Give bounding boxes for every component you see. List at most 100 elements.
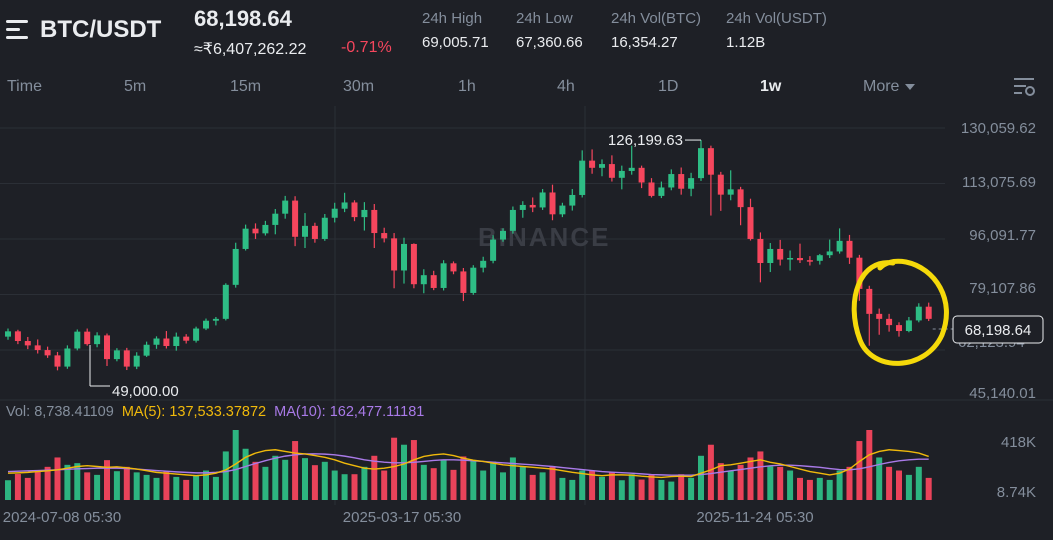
volume-bar [549,466,556,500]
candle-body [321,217,328,239]
candle-body [886,318,893,326]
candle-body [401,243,407,271]
candle-body [678,174,685,189]
volume-bar [806,479,813,500]
candle-body [797,258,803,261]
candle-body [311,225,318,239]
candle-body [925,306,932,319]
volume-bar [94,474,101,500]
candle-body [331,208,338,218]
volume-bar [311,465,318,500]
volume-bar [34,470,41,500]
volume-bar [430,468,437,500]
volume-bar [242,448,249,500]
price-axis-label: 113,075.69 [962,174,1036,191]
tab-4h[interactable]: 4h [557,78,575,95]
volume-bar [777,466,784,500]
volume-bar [54,457,61,500]
time-axis-label: 2025-11-24 05:30 [696,509,813,526]
tab-1h[interactable]: 1h [458,78,476,95]
candle-body [203,320,209,329]
candle-body [371,209,378,234]
candle-body [658,187,665,196]
volume-bar [698,455,704,500]
stat-24h-vol-usdt-value: 1.12B [726,34,766,51]
volume-bar [440,459,447,500]
chart-settings-icon[interactable] [1012,76,1038,98]
volume-bar [846,466,853,500]
time-axis-label: 2024-07-08 05:30 [3,509,121,526]
volume-bar [173,476,180,500]
volume-bar [866,430,873,500]
volume-bar [460,456,467,500]
candle-body [767,248,774,263]
volume-bar [232,430,239,500]
candle-body [747,207,754,239]
tab-more[interactable]: More [863,78,916,96]
candle-body [143,344,150,356]
candle-body [628,167,635,171]
volume-bar [133,472,140,500]
candle-body [826,251,833,256]
volume-bar [608,472,615,500]
tab-5m[interactable]: 5m [124,78,147,95]
price-axis-label: 79,107.86 [969,280,1036,297]
candle-body [648,182,655,196]
stat-24h-low-value: 67,360.66 [516,34,583,51]
candle-body [44,350,51,356]
tab-15m[interactable]: 15m [230,78,262,95]
stat-24h-high-label: 24h High [422,10,483,27]
volume-bar [707,444,714,500]
menu-icon[interactable] [6,20,30,40]
volume-bar [579,470,586,500]
volume-bar [272,455,279,500]
volume-bar [559,477,566,500]
volume-bar [123,466,130,500]
stat-24h-vol-usdt-label: 24h Vol(USDT) [726,10,827,27]
volume-bar [351,474,358,500]
volume-legend-ma5: MA(5): 137,533.37872 [121,404,267,420]
volume-bar [480,470,487,500]
volume-bar [757,451,764,500]
candle-body [569,194,576,206]
tab-more-label: More [863,78,900,95]
candle-body [153,338,160,345]
ma5-line [7,449,929,479]
volume-bar [183,479,190,500]
tab-1w[interactable]: 1w [760,78,782,95]
candle-body [351,202,358,218]
candle-body [302,225,308,237]
candle-body [94,335,101,345]
tab-1d[interactable]: 1D [658,78,679,95]
candle-body [866,288,873,314]
volume-bar [509,457,516,500]
candle-body [737,189,744,208]
volume-bar [905,474,912,500]
volume-bar [599,476,605,500]
candle-body [480,260,487,268]
pair-title[interactable]: BTC/USDT [40,16,162,43]
volume-bar [797,477,803,500]
header: BTC/USDT 68,198.64 ≈₹6,407,262.22 -0.71%… [0,0,1053,66]
candle-body [292,200,299,237]
tab-30m[interactable]: 30m [343,78,375,95]
candle-body [212,318,219,321]
candle-body [757,238,764,263]
volume-bar [193,474,200,500]
candle-body [104,335,110,360]
candle-body [905,320,912,332]
price-axis-label: 96,091.77 [969,227,1036,244]
volume-bar [5,480,11,500]
candle-body [470,267,477,293]
time-axis-label: 2025-03-17 05:30 [343,509,461,526]
volume-bar [856,441,863,500]
candle-body [806,260,813,262]
tab-time[interactable]: Time [7,78,42,95]
last-price: 68,198.64 [194,6,292,31]
stat-24h-vol-btc-label: 24h Vol(BTC) [611,10,702,27]
yellow-circle-annotation [851,258,949,366]
ma10-line [7,453,929,476]
volume-bar [628,474,635,500]
volume-bar [302,458,308,500]
